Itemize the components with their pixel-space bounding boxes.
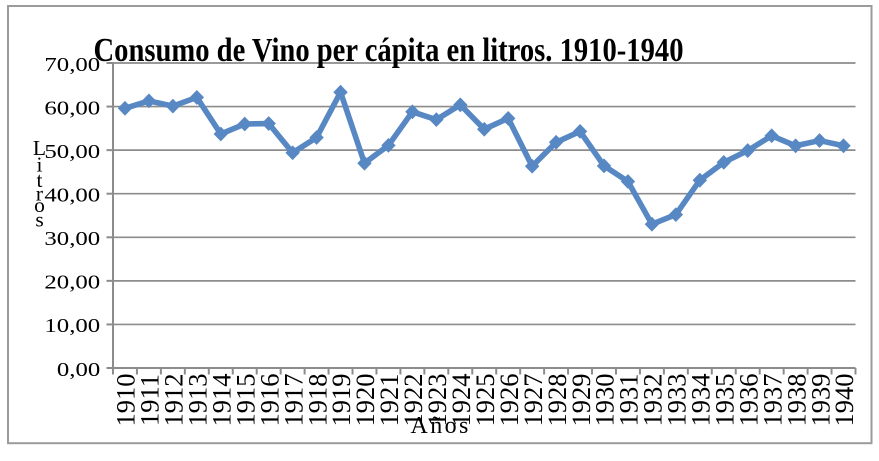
svg-text:60,00: 60,00 [44, 98, 100, 119]
svg-text:1940: 1940 [829, 374, 859, 427]
svg-text:0,00: 0,00 [57, 360, 100, 381]
svg-text:Consumo de Vino per cápita en: Consumo de Vino per cápita en litros. 19… [94, 32, 684, 69]
svg-text:1921: 1921 [374, 374, 404, 427]
svg-text:Años: Años [411, 413, 471, 439]
svg-text:1913: 1913 [183, 374, 213, 427]
svg-text:1915: 1915 [230, 374, 260, 427]
svg-text:s: s [35, 208, 43, 232]
svg-text:1926: 1926 [494, 374, 524, 427]
svg-text:1911: 1911 [135, 374, 165, 426]
svg-text:1938: 1938 [781, 374, 811, 427]
svg-text:1934: 1934 [686, 374, 716, 427]
svg-text:1939: 1939 [805, 374, 835, 427]
svg-text:1916: 1916 [254, 374, 284, 427]
svg-text:1912: 1912 [159, 374, 189, 427]
svg-text:1929: 1929 [566, 374, 596, 427]
svg-text:20,00: 20,00 [44, 273, 100, 294]
svg-text:1918: 1918 [302, 374, 332, 427]
svg-text:1935: 1935 [709, 374, 739, 427]
svg-text:1937: 1937 [757, 374, 787, 427]
svg-text:1932: 1932 [638, 374, 668, 427]
svg-text:1936: 1936 [733, 374, 763, 427]
svg-text:30,00: 30,00 [44, 229, 100, 250]
svg-text:1930: 1930 [590, 374, 620, 427]
svg-text:50,00: 50,00 [44, 142, 100, 163]
svg-text:1923: 1923 [422, 374, 452, 427]
svg-text:1927: 1927 [518, 374, 548, 427]
svg-text:1922: 1922 [398, 374, 428, 427]
svg-text:L: L [33, 136, 46, 160]
svg-text:1931: 1931 [614, 374, 644, 427]
svg-text:1917: 1917 [278, 374, 308, 427]
svg-text:1925: 1925 [470, 374, 500, 427]
svg-text:r: r [36, 181, 43, 205]
svg-text:70,00: 70,00 [44, 55, 100, 76]
svg-text:1910: 1910 [111, 374, 141, 427]
svg-text:o: o [34, 193, 45, 217]
svg-text:40,00: 40,00 [44, 186, 100, 207]
svg-text:1933: 1933 [662, 374, 692, 427]
svg-text:1914: 1914 [206, 374, 236, 427]
svg-text:t: t [37, 168, 43, 192]
svg-text:1919: 1919 [326, 374, 356, 427]
svg-text:10,00: 10,00 [44, 316, 100, 337]
svg-text:1928: 1928 [542, 374, 572, 427]
svg-text:1920: 1920 [350, 374, 380, 427]
svg-text:i: i [37, 152, 43, 176]
svg-text:1924: 1924 [446, 374, 476, 427]
